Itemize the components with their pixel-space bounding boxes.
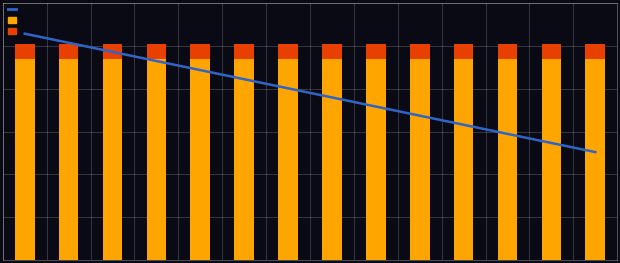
Bar xyxy=(59,59,79,260)
Bar xyxy=(454,59,474,260)
Bar xyxy=(454,44,474,59)
Bar xyxy=(103,59,122,260)
Bar xyxy=(278,59,298,260)
Bar xyxy=(410,59,430,260)
Bar xyxy=(410,44,430,59)
Bar xyxy=(278,44,298,59)
Bar xyxy=(498,44,517,59)
Bar xyxy=(190,44,210,59)
Legend: , , : , , xyxy=(7,4,19,37)
Bar xyxy=(322,44,342,59)
Bar xyxy=(103,44,122,59)
Bar xyxy=(15,59,35,260)
Bar xyxy=(59,44,79,59)
Bar xyxy=(366,44,386,59)
Bar xyxy=(541,59,561,260)
Bar xyxy=(234,59,254,260)
Bar xyxy=(585,44,605,59)
Bar xyxy=(498,59,517,260)
Bar xyxy=(541,44,561,59)
Bar xyxy=(190,59,210,260)
Bar xyxy=(585,59,605,260)
Bar xyxy=(146,59,166,260)
Bar xyxy=(146,44,166,59)
Bar xyxy=(322,59,342,260)
Bar xyxy=(366,59,386,260)
Bar xyxy=(15,44,35,59)
Bar xyxy=(234,44,254,59)
